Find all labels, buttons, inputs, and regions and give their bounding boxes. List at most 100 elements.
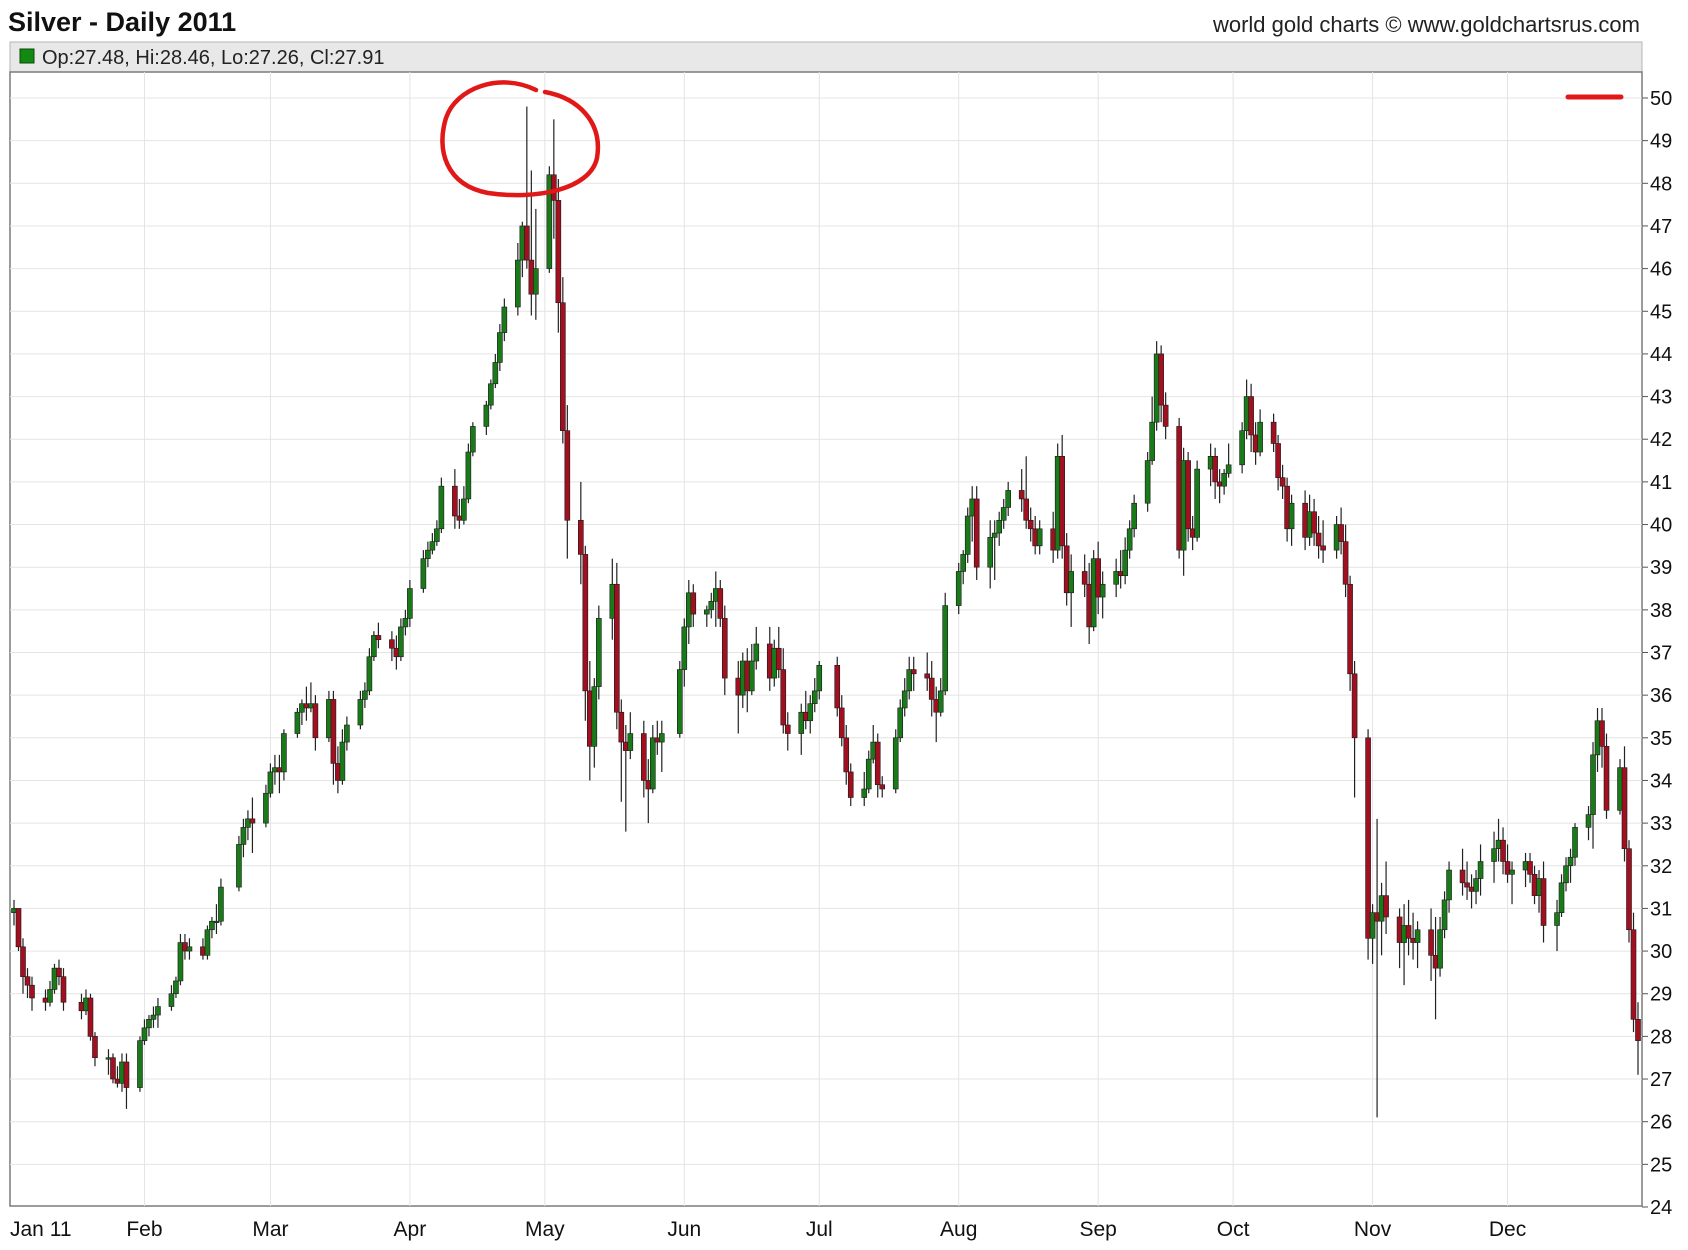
candle-body-up [204, 929, 211, 956]
candle [389, 631, 395, 662]
ohlc-readout: Op:27.48, Hi:28.46, Lo:27.26, Cl:27.91 [42, 47, 384, 69]
candle [955, 562, 962, 615]
candle-body-down [1527, 861, 1533, 875]
candle-body-down [555, 200, 562, 304]
candle [213, 904, 220, 935]
candle-body-down [249, 818, 256, 824]
candle [1338, 507, 1344, 555]
candle [910, 656, 917, 691]
candle [204, 925, 211, 960]
candle-body-down [1405, 925, 1412, 939]
candle [1005, 481, 1011, 517]
candle [20, 938, 26, 994]
candle-body-down [838, 707, 845, 739]
candle [438, 477, 445, 534]
candle-body-down [879, 784, 886, 790]
candle [659, 720, 665, 772]
candle [1558, 874, 1565, 917]
candle [375, 622, 382, 649]
candle-body-up [1225, 464, 1232, 474]
candle [344, 716, 350, 751]
x-tick-label: Jun [667, 1218, 701, 1241]
candle [1122, 537, 1128, 585]
candle-body-up [681, 626, 688, 670]
candle [1000, 498, 1007, 529]
candle-body-down [1383, 895, 1389, 918]
candle [1212, 447, 1218, 499]
candle [398, 618, 404, 662]
y-tick-label: 44 [1650, 344, 1672, 366]
candle-body-up [1149, 421, 1155, 461]
candle-body-up [1036, 528, 1043, 547]
candle [407, 579, 413, 627]
candle [249, 797, 256, 853]
candle [775, 626, 782, 679]
candle-body-down [1212, 455, 1218, 483]
candle-body-down [330, 699, 337, 764]
candle [1477, 844, 1484, 896]
candle-body-down [15, 908, 22, 948]
candle [218, 878, 224, 926]
candle [811, 678, 818, 713]
candle-body-down [551, 174, 557, 201]
candle-body-down [1059, 455, 1065, 547]
candle-body-up [240, 827, 247, 845]
candle-body-down [1464, 882, 1470, 888]
candle [879, 776, 886, 798]
candle [186, 938, 193, 960]
candle [1257, 409, 1263, 457]
candle [1459, 848, 1466, 896]
candle [834, 656, 841, 717]
candle [1248, 383, 1254, 453]
ohlc-readout-band [9, 41, 1643, 73]
candle-body-down [524, 225, 530, 261]
candle [402, 609, 409, 636]
y-tick-label: 39 [1650, 557, 1672, 579]
candle [461, 486, 467, 525]
candle [209, 916, 215, 939]
candle [24, 968, 31, 998]
candle-body-up [627, 733, 634, 751]
candle-body-up [1446, 869, 1452, 901]
candle [1621, 746, 1628, 862]
candle-body-up [438, 485, 445, 530]
y-tick-label: 24 [1650, 1197, 1672, 1219]
candle-body-up [213, 920, 220, 924]
candle-body-down [618, 711, 625, 743]
candle-body-up [515, 259, 521, 308]
candle-body-down [924, 673, 931, 679]
candle-body-up [263, 792, 269, 824]
candle-body-up [434, 528, 440, 542]
candle [973, 486, 980, 580]
candle [960, 550, 967, 585]
x-tick-label: Apr [394, 1218, 427, 1241]
candle [1540, 861, 1547, 943]
candle-body-down [973, 498, 980, 568]
candle-body-down [110, 1057, 116, 1080]
candle-body-down [1459, 869, 1466, 884]
candle-body-up [420, 558, 427, 589]
candle [564, 405, 571, 559]
candle-body-up [798, 711, 805, 734]
candle-body-down [1635, 1019, 1641, 1041]
candle [150, 1006, 157, 1028]
candle-body-up [901, 690, 908, 709]
candle-body-up [748, 660, 755, 692]
y-tick-label: 25 [1650, 1154, 1672, 1176]
candle-body-up [186, 946, 193, 952]
candle [1270, 413, 1277, 453]
y-tick-label: 32 [1650, 856, 1672, 878]
candle [582, 545, 589, 721]
candle-body-up [209, 920, 215, 931]
candle [1162, 392, 1169, 440]
candle-body-down [1162, 404, 1169, 427]
y-tick-label: 37 [1650, 643, 1672, 665]
candle-body-up [533, 268, 539, 295]
candle [1626, 840, 1632, 943]
candle [29, 976, 35, 1011]
candle [470, 422, 476, 457]
candle-body-up [942, 605, 949, 692]
candle-body-down [24, 976, 31, 986]
candle-body-up [991, 532, 998, 538]
candle [425, 541, 431, 568]
